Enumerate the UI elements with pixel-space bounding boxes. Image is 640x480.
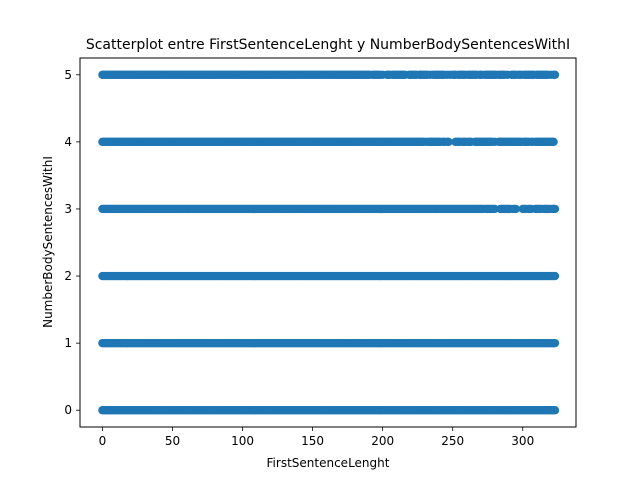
y-ticks: 0 1 2 3 4 5	[64, 68, 80, 417]
x-tick-label: 200	[371, 434, 394, 448]
x-axis-label: FirstSentenceLenght	[267, 456, 390, 470]
scatter-point	[550, 338, 560, 348]
scatter-point	[550, 271, 560, 281]
x-tick-label: 250	[441, 434, 464, 448]
x-tick-label: 50	[165, 434, 180, 448]
scatter-point	[550, 204, 560, 214]
y-axis-label: NumberBodySentencesWithI	[41, 156, 55, 328]
y-tick-label: 5	[64, 68, 72, 82]
chart-title: Scatterplot entre FirstSentenceLenght y …	[86, 37, 570, 53]
y-tick-label: 2	[64, 269, 72, 283]
scatter-point	[550, 70, 560, 79]
y-tick-label: 4	[64, 135, 72, 149]
scatter-point	[549, 137, 558, 147]
scatter-point	[511, 204, 520, 214]
x-tick-label: 0	[99, 434, 107, 448]
y-tick-label: 3	[64, 202, 72, 216]
x-tick-label: 150	[301, 434, 324, 448]
y-tick-label: 0	[64, 403, 72, 417]
x-ticks: 0 50 100 150 200 250 300	[99, 427, 534, 448]
plot-frame	[79, 57, 577, 428]
x-tick-label: 300	[511, 434, 534, 448]
y-tick-label: 1	[64, 336, 72, 350]
scatter-point	[444, 137, 453, 147]
points-layer	[98, 70, 560, 415]
x-tick-label: 100	[231, 434, 254, 448]
scatter-point	[550, 406, 560, 415]
